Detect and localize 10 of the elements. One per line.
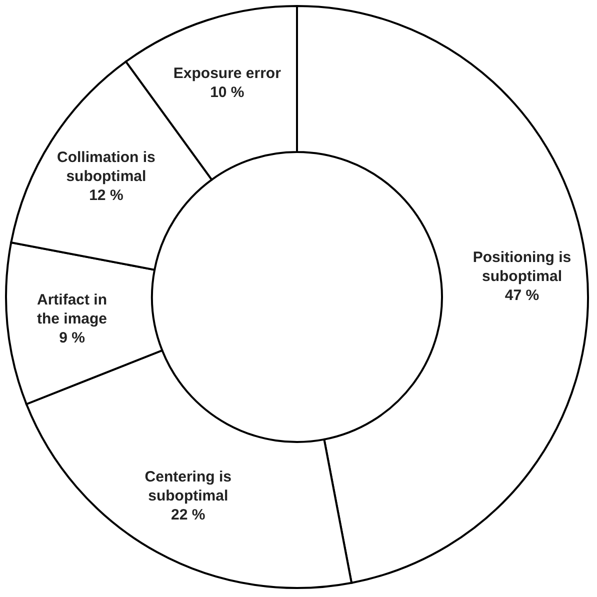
data-label: 9 % <box>59 330 85 347</box>
slice-label: Artifact in the image <box>36 292 108 328</box>
data-label: 47 % <box>504 286 540 304</box>
data-label: 10 % <box>210 84 244 101</box>
slice-label: Exposure error <box>173 64 282 82</box>
slice-label: Positioning is suboptimal <box>472 248 572 285</box>
slice-label: Centering is suboptimal <box>144 468 232 504</box>
slice-label: Collimation is suboptimal <box>57 149 156 186</box>
data-label: 12 % <box>89 187 124 204</box>
data-label: 22 % <box>171 506 206 524</box>
